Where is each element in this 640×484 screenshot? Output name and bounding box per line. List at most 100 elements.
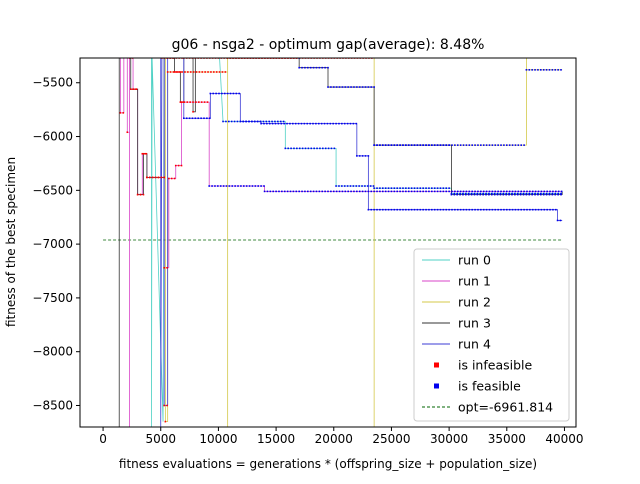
feasible-marker [480,208,482,211]
feasible-marker [490,192,493,195]
feasible-marker [271,122,274,125]
feasible-marker [296,147,298,150]
feasible-marker [428,187,430,189]
feasible-marker [505,144,508,146]
feasible-marker [274,122,277,125]
feasible-marker [439,190,442,193]
feasible-marker [256,120,259,123]
feasible-marker [493,193,496,196]
feasible-marker [226,92,229,95]
feasible-marker [358,185,360,187]
feasible-marker [326,122,329,125]
feasible-marker [514,144,517,146]
feasible-marker [531,69,533,71]
feasible-marker [542,193,545,196]
feasible-marker [289,190,292,193]
feasible-marker [517,144,520,146]
infeasible-marker [218,71,221,73]
feasible-marker [480,144,482,146]
feasible-marker [557,193,559,196]
feasible-marker [344,190,347,193]
feasible-marker [251,120,253,123]
feasible-marker [206,117,208,120]
feasible-marker [508,192,510,195]
infeasible-marker [139,193,142,196]
feasible-marker [416,190,419,193]
feasible-marker [221,92,223,95]
feasible-marker [332,122,334,125]
feasible-marker [537,193,539,196]
infeasible-marker [122,112,125,114]
feasible-marker [482,193,484,196]
feasible-marker [402,187,404,189]
infeasible-marker [144,152,146,155]
feasible-marker [239,120,242,123]
feasible-marker [313,147,315,150]
feasible-marker [333,147,336,150]
infeasible-marker [170,177,173,180]
x-tick-label: 30000 [430,432,468,446]
feasible-marker [282,120,285,123]
feasible-marker [393,144,396,146]
feasible-marker [419,190,422,193]
feasible-marker [364,86,367,88]
infeasible-marker [163,404,166,407]
feasible-marker [218,92,220,95]
feasible-marker [330,190,332,193]
feasible-marker [523,208,525,211]
feasible-marker [508,190,511,193]
feasible-marker [494,208,497,211]
infeasible-marker [198,101,200,103]
feasible-marker [286,190,289,193]
feasible-marker [442,208,445,211]
infeasible-marker [184,71,186,73]
feasible-marker [315,66,318,69]
feasible-marker [459,144,462,146]
feasible-marker [352,122,355,125]
feasible-marker [237,185,239,187]
feasible-marker [442,190,445,193]
feasible-marker [353,86,355,88]
feasible-marker [477,208,479,211]
feasible-marker [528,69,531,71]
feasible-marker [263,190,266,193]
feasible-marker [525,192,528,195]
feasible-marker [499,193,502,196]
feasible-marker [517,190,520,193]
feasible-marker [373,187,375,189]
feasible-marker [508,144,511,146]
feasible-marker [238,92,240,95]
feasible-marker [548,193,551,196]
feasible-marker [468,190,471,193]
feasible-marker [298,147,301,150]
feasible-marker [300,122,303,125]
feasible-marker [306,122,309,125]
feasible-marker [292,122,294,125]
feasible-marker [416,208,419,211]
feasible-marker [529,190,531,193]
feasible-marker [335,122,337,125]
feasible-marker [367,86,370,88]
infeasible-marker [213,71,215,73]
feasible-marker [295,190,298,193]
feasible-marker [338,185,340,187]
legend: run 0 run 1 run 2 run 3 run 4 is infeasible is… [413,248,570,422]
feasible-marker [503,208,505,211]
feasible-marker [459,208,462,211]
feasible-marker [294,122,297,125]
feasible-marker [546,208,548,211]
feasible-marker [225,120,227,123]
feasible-marker [200,117,202,120]
feasible-marker [373,86,375,88]
infeasible-marker [177,164,180,167]
feasible-marker [350,86,352,88]
feasible-marker [393,208,396,211]
feasible-marker [298,190,300,193]
feasible-marker [381,187,384,189]
feasible-marker [549,190,551,193]
feasible-marker [259,120,262,123]
feasible-marker [402,144,404,146]
feasible-marker [546,190,548,193]
feasible-marker [346,185,349,187]
x-tick-label: 15000 [257,432,295,446]
